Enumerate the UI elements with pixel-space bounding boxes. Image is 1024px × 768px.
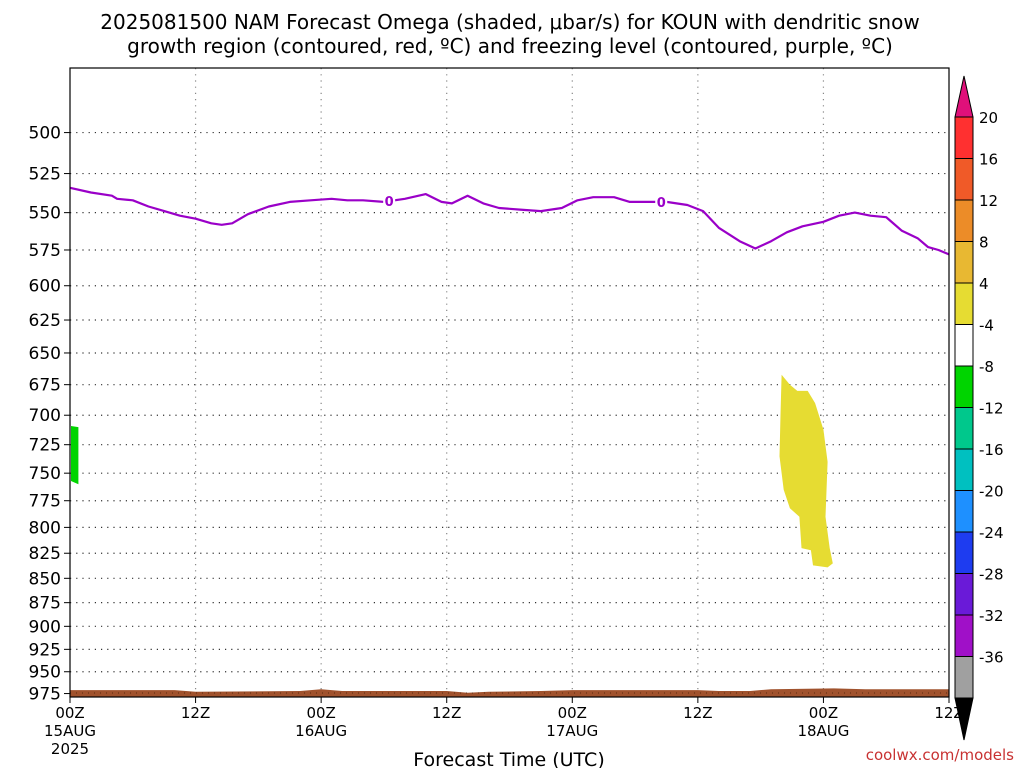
y-axis-tick-label: 550 — [29, 204, 61, 224]
y-axis-tick-label: 525 — [29, 165, 61, 185]
colorbar-label: -36 — [979, 649, 1004, 667]
y-axis-tick-label: 600 — [29, 277, 61, 297]
colorbar-segment — [954, 656, 974, 699]
colorbar-legend: 20 16 12 8 4 -4 -8 -12 -16 -20 -24 -28 -32 -36 — [954, 75, 1004, 741]
colorbar-bottom-arrow — [954, 697, 974, 741]
colorbar-label: 16 — [979, 151, 998, 169]
chart-title-line-1: 2025081500 NAM Forecast Omega (shaded, μ… — [100, 10, 919, 34]
x-axis-date-label: 17AUG — [546, 722, 598, 740]
y-axis-tick-label: 950 — [29, 663, 61, 683]
colorbar-segment — [954, 614, 974, 657]
y-axis-tick-label: 700 — [29, 406, 61, 426]
contour-label-background — [655, 193, 668, 210]
y-axis-tick-label: 800 — [29, 518, 61, 538]
x-axis-tick-label: 00Z — [809, 704, 838, 722]
x-axis-tick-label: 12Z — [934, 704, 963, 722]
y-axis-tick-label: 850 — [29, 569, 61, 589]
y-axis-tick-label: 775 — [29, 492, 61, 512]
axes: 500 525 550 575 600 625 650 675 700 725 750 775 800 8… — [29, 67, 964, 758]
terrain-surface — [70, 688, 949, 697]
colorbar-segment — [954, 158, 974, 201]
colorbar-label: -16 — [979, 441, 1004, 459]
x-axis-date-label: 15AUG — [44, 722, 96, 740]
omega-shaded-region — [71, 426, 79, 485]
colorbar-label: 12 — [979, 192, 998, 210]
x-axis-title: Forecast Time (UTC) — [413, 749, 604, 768]
colorbar-label: -12 — [979, 400, 1004, 418]
colorbar-segment — [954, 282, 974, 325]
y-axis-tick-label: 725 — [29, 436, 61, 456]
colorbar-segment — [954, 241, 974, 284]
contour-label-background — [383, 193, 396, 210]
y-axis-tick-label: 750 — [29, 464, 61, 484]
colorbar-label: -4 — [979, 317, 994, 335]
y-axis-tick-label: 675 — [29, 376, 61, 396]
colorbar-label: 4 — [979, 275, 989, 293]
gridlines — [70, 68, 949, 697]
colorbar-label: 20 — [979, 109, 998, 127]
x-axis-tick-label: 12Z — [181, 704, 210, 722]
x-axis-tick-label: 00Z — [558, 704, 587, 722]
colorbar-segment — [954, 490, 974, 533]
omega-shaded-region — [779, 374, 833, 568]
y-axis-tick-label: 500 — [29, 124, 61, 144]
y-axis-tick-label: 875 — [29, 594, 61, 614]
y-axis-tick-label: 625 — [29, 311, 61, 331]
colorbar-segment — [954, 116, 974, 159]
x-axis-year-label: 2025 — [51, 740, 89, 758]
colorbar-segment — [954, 448, 974, 491]
freezing-level-contour-label: 0 — [385, 195, 394, 210]
plot-area — [70, 68, 949, 697]
colorbar-label: -24 — [979, 524, 1004, 542]
colorbar-label: -8 — [979, 358, 994, 376]
y-axis-tick-label: 825 — [29, 544, 61, 564]
plot-border — [69, 67, 950, 698]
colorbar-label: 8 — [979, 234, 989, 252]
x-axis-tick-label: 12Z — [683, 704, 712, 722]
source-credit: coolwx.com/models — [866, 746, 1014, 764]
x-axis-tick-label: 12Z — [432, 704, 461, 722]
colorbar-segment — [954, 365, 974, 408]
x-axis-tick-label: 00Z — [55, 704, 84, 722]
y-axis-tick-label: 650 — [29, 344, 61, 364]
x-axis-date-label: 16AUG — [295, 722, 347, 740]
y-axis-tick-label: 925 — [29, 640, 61, 660]
colorbar-segment — [954, 324, 974, 367]
colorbar-segment — [954, 573, 974, 616]
y-axis-tick-label: 575 — [29, 241, 61, 261]
colorbar-label: -28 — [979, 566, 1004, 584]
colorbar-segment — [954, 407, 974, 450]
colorbar-segment — [954, 531, 974, 574]
y-axis-tick-label: 900 — [29, 617, 61, 637]
colorbar-label: -20 — [979, 483, 1004, 501]
colorbar-label: -32 — [979, 607, 1004, 625]
colorbar-segment — [954, 199, 974, 242]
freezing-level-contour — [69, 186, 950, 256]
y-axis-tick-label: 975 — [29, 685, 61, 705]
x-axis-tick-label: 00Z — [306, 704, 335, 722]
chart-title-line-2: growth region (contoured, red, ºC) and f… — [127, 34, 893, 58]
freezing-level-contour-label: 0 — [657, 196, 666, 211]
x-axis-date-label: 18AUG — [797, 722, 849, 740]
